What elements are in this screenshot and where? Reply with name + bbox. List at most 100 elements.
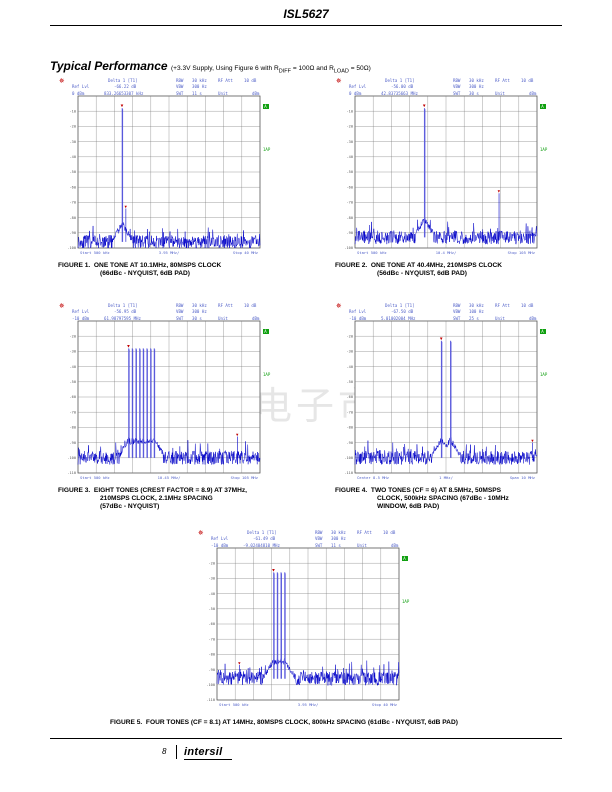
analyzer-header-text: 300 Hz [331, 536, 346, 541]
subtitle-part-3: = 50Ω) [348, 65, 371, 72]
footer-rule [50, 738, 562, 739]
analyzer-header-text: -56.00 dB [391, 84, 414, 89]
subtitle-sub-diff: DIFF [278, 68, 291, 75]
x-start-label: Start 500 kHz [219, 702, 249, 707]
figure-4-spectrum-plot: ✵ Ref Lvl -10 dBm Delta 1 [T1]-67.50 dB 5.01… [336, 301, 548, 480]
y-tick-label: -100 [344, 246, 353, 250]
analyzer-header-text: RF Att [495, 303, 510, 308]
figure-2-spectrum-plot: ✵ Ref Lvl 0 dBm Delta 1 [T1]-56.00 dB 42.837… [336, 76, 548, 255]
analyzer-header-text: Ref Lvl [349, 84, 367, 89]
y-tick-label: -60 [209, 622, 216, 626]
x-division-label: 3.95 MHz/ [159, 250, 180, 255]
y-tick-label: -80 [347, 426, 354, 430]
figure-1-caption-line-1: ONE TONE AT 10.1MHz, 80MSPS CLOCK [93, 262, 222, 269]
marker-1-icon: ▼ [121, 104, 124, 109]
analyzer-header-text: VBW [315, 536, 323, 541]
x-stop-label: Stop 105 MHz [231, 475, 258, 480]
analyzer-header-text: VBW [453, 84, 461, 89]
analyzer-header-text: 30 kHz [331, 530, 346, 535]
y-tick-label: -30 [209, 577, 216, 581]
y-tick-label: -40 [347, 155, 354, 159]
figure-2-caption: FIGURE 2. ONE TONE AT 40.4MHz, 210MSPS C… [335, 262, 502, 278]
trace-a-badge-text: A [264, 104, 267, 109]
x-stop-label: Span 10 MHz [510, 475, 535, 480]
analyzer-header-text: dBm [252, 91, 260, 96]
trace-1ap-label: 1AP [540, 147, 548, 152]
figure-2-caption-line-1: ONE TONE AT 40.4MHz, 210MSPS CLOCK [370, 262, 502, 269]
analyzer-header-text: Ref Lvl [72, 84, 90, 89]
y-tick-label: -40 [70, 365, 77, 369]
y-tick-label: -20 [209, 561, 216, 565]
delta-marker-icon: ▼ [498, 189, 501, 194]
marker-1-icon: ▼ [272, 568, 275, 573]
trace-1ap-label: 1AP [263, 372, 271, 377]
y-tick-label: -100 [67, 456, 76, 460]
analyzer-header-text: SWT [176, 316, 184, 321]
logo-underline [184, 759, 232, 760]
header-rule [50, 25, 562, 26]
analyzer-header-text: Unit [357, 543, 367, 548]
y-tick-label: -100 [67, 246, 76, 250]
y-tick-label: -100 [206, 683, 215, 687]
analyzer-header-text: 30 s [192, 316, 202, 321]
analyzer-header-text: Ref Lvl [211, 536, 229, 541]
analyzer-header-text: SWT [176, 91, 184, 96]
analyzer-header-text: 11 s [192, 91, 202, 96]
analyzer-header-text: 11 s [331, 543, 341, 548]
analyzer-header-text: 30 s [469, 91, 479, 96]
noise-floor-trace [77, 222, 261, 249]
y-tick-label: -60 [347, 185, 354, 189]
trace-a-badge-text: A [264, 329, 267, 334]
analyzer-header-text: 61.98797595 MHz [104, 316, 142, 321]
section-title-text: Typical Performance [50, 59, 168, 73]
y-tick-label: -30 [347, 350, 354, 354]
y-tick-label: -50 [347, 380, 354, 384]
analyzer-header-text: 0 dBm [349, 91, 362, 96]
x-start-label: Start 500 kHz [80, 250, 110, 255]
analyzer-header-text: Unit [218, 91, 228, 96]
analyzer-header-text: 10 dB [244, 78, 257, 83]
analyzer-header-text: dBm [391, 543, 399, 548]
figure-3-spectrum-plot: ✵ Ref Lvl -10 dBm Delta 1 [T1]-56.95 dB 61.9… [59, 301, 271, 480]
section-subtitle: (+3.3V Supply, Using Figure 6 with RDIFF… [171, 65, 371, 75]
y-tick-label: -40 [70, 155, 77, 159]
analyzer-header-text: Delta 1 [T1] [385, 78, 415, 83]
marker-1-icon: ▼ [440, 337, 443, 342]
analyzer-header-text: RBW [315, 530, 323, 535]
y-tick-label: -70 [347, 201, 354, 205]
x-start-label: Center 8.5 MHz [357, 475, 389, 480]
figure-4-caption-line-1: TWO TONES (CF = 6) AT 8.5MHz, 50MSPS [370, 487, 502, 494]
y-tick-label: -10 [347, 109, 354, 113]
y-tick-label: -60 [347, 395, 354, 399]
analyzer-header-text: RBW [453, 303, 461, 308]
analyzer-header-text: Delta 1 [T1] [385, 303, 415, 308]
y-tick-label: -50 [347, 170, 354, 174]
noise-floor-trace [354, 218, 538, 245]
analyzer-header-text: 10 dB [244, 303, 257, 308]
x-stop-label: Stop 40 MHz [233, 250, 258, 255]
y-tick-label: -20 [70, 125, 77, 129]
y-tick-label: -90 [70, 441, 77, 445]
figure-2-caption-line-2: (56dBc - NYQUIST, 6dB PAD) [377, 270, 468, 278]
analyzer-header-text: 300 Hz [192, 309, 207, 314]
analyzer-header-text: Unit [218, 316, 228, 321]
figure-2-number: FIGURE 2. [335, 262, 368, 269]
section-title: Typical Performance (+3.3V Supply, Using… [50, 59, 371, 74]
y-tick-label: -50 [70, 380, 77, 384]
y-tick-label: -40 [347, 365, 354, 369]
analyzer-header-text: 300 Hz [192, 84, 207, 89]
trace-a-badge-text: A [541, 104, 544, 109]
trace-a-badge [263, 329, 269, 334]
analyzer-header-text: dBm [529, 91, 537, 96]
analyzer-header-text: VBW [176, 309, 184, 314]
trace-a-badge-text: A [403, 556, 406, 561]
analyzer-header-text: -10 dBm [211, 543, 229, 548]
analyzer-header-text: Ref Lvl [72, 309, 90, 314]
analyzer-header-text: RF Att [495, 78, 510, 83]
x-division-label: 10.4 MHz/ [436, 250, 457, 255]
y-tick-label: -40 [209, 592, 216, 596]
analyzer-logo-icon: ✵ [336, 76, 342, 86]
analyzer-header-text: 10 dB [383, 530, 396, 535]
y-tick-label: -20 [347, 334, 354, 338]
trace-a-badge [402, 556, 408, 561]
